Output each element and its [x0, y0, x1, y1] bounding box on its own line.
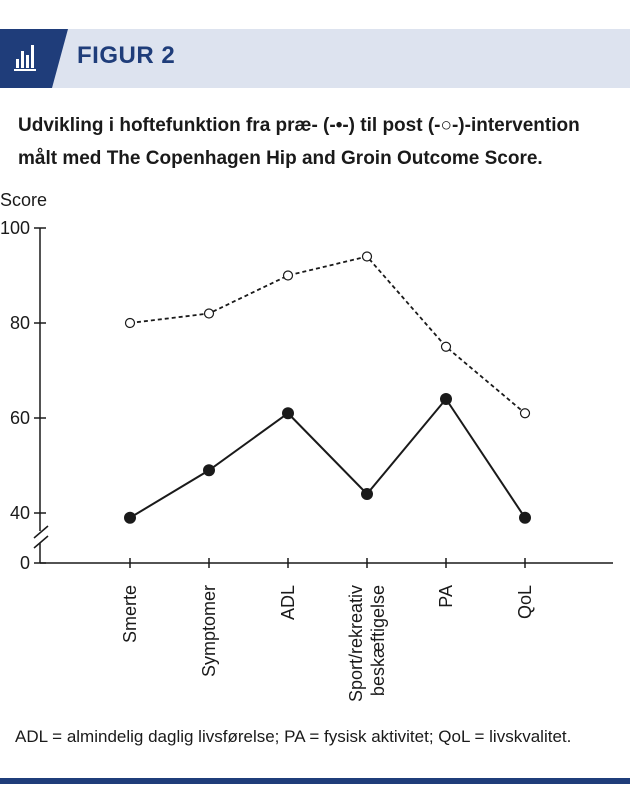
series-1-point: [203, 464, 215, 477]
series-1-point: [124, 511, 136, 524]
line-chart: Score 0 40 60 80 100 Smerte Symptomer ADL Sport…: [0, 190, 613, 702]
x-tick-label-group: Smerte: [120, 585, 140, 643]
x-tick-label-group: PA: [436, 585, 456, 608]
series-1-line: [129, 397, 526, 519]
series-2-point: [519, 408, 531, 419]
figure-header-badge: [0, 29, 68, 88]
series-2-point: [203, 308, 215, 319]
y-tick-label: 60: [10, 408, 30, 428]
series-points: [124, 251, 531, 524]
series-2-line: [129, 255, 526, 414]
x-tick-label: Smerte: [120, 585, 140, 643]
y-tick-label: 0: [20, 553, 30, 573]
series-1-point: [282, 407, 294, 420]
x-tick-label: Sport/rekreativ: [346, 585, 366, 702]
x-tick-label: ADL: [278, 585, 298, 620]
x-tick-label-group: ADL: [278, 585, 298, 620]
figure-header-band: [0, 29, 630, 88]
caption-line-1: Udvikling i hoftefunktion fra præ- (-•-)…: [18, 115, 580, 136]
y-axis-label: Score: [0, 190, 47, 210]
bar-chart-icon: [14, 45, 36, 71]
series-1-point: [361, 488, 373, 500]
series-1-point: [519, 511, 531, 524]
series-lines: [129, 255, 526, 519]
y-tick-label: 100: [0, 218, 30, 238]
x-tick-label-group: QoL: [515, 585, 535, 619]
x-tick-label: PA: [436, 585, 456, 608]
series-2-point: [361, 251, 373, 262]
footnote: ADL = almindelig daglig livsførelse; PA …: [15, 727, 572, 746]
x-tick-label-group: Symptomer: [199, 585, 219, 677]
series-1-point: [440, 393, 452, 405]
x-tick-labels: Smerte Symptomer ADL Sport/rekreativ beskæft…: [120, 585, 535, 702]
y-tick-label: 40: [10, 503, 30, 523]
x-tick-label: QoL: [515, 585, 535, 619]
bottom-rule: [0, 778, 630, 784]
axis-break-mark-2: [33, 535, 49, 549]
figure-caption: Udvikling i hoftefunktion fra præ- (-•-)…: [18, 109, 618, 175]
axis-break-mark-1: [33, 525, 49, 539]
chart-axes: 0 40 60 80 100: [0, 218, 613, 573]
caption-line-2: målt med The Copenhagen Hip and Groin Ou…: [18, 148, 543, 169]
x-tick-label: Symptomer: [199, 585, 219, 677]
x-tick-label-group: Sport/rekreativ beskæftigelse: [346, 585, 388, 702]
series-2-point: [282, 270, 294, 281]
series-2-point: [124, 317, 136, 329]
x-tick-label: beskæftigelse: [368, 585, 388, 696]
figure-label: FIGUR 2: [77, 42, 176, 69]
series-2-point: [440, 341, 452, 352]
y-tick-label: 80: [10, 313, 30, 333]
